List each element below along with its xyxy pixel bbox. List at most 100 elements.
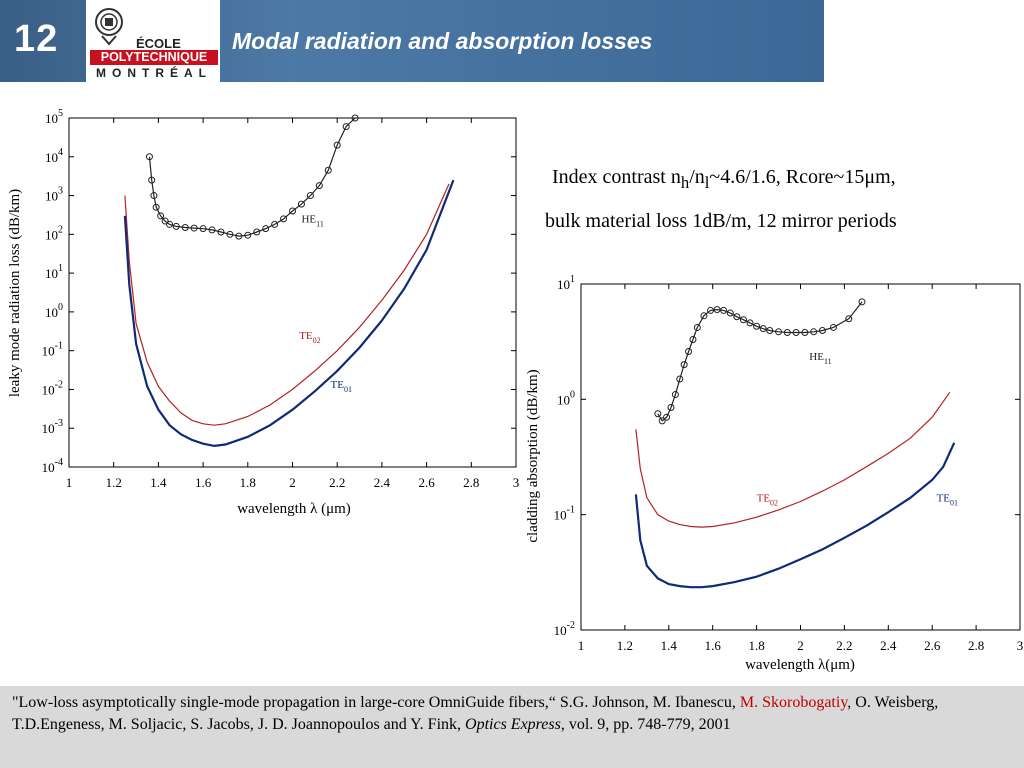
data-point-he11 [152,203,160,211]
x-tick-label: 2.6 [418,475,435,490]
series-line-te01 [634,442,956,589]
citation-part-3: , vol. 9, pp. 748-779, 2001 [560,716,731,733]
index-contrast-text: Index contrast nh/nl~4.6/1.6, Rcore~15μm… [552,166,896,193]
y-tick-label: 102 [45,224,63,242]
series-layer [123,114,455,448]
info-text-c: ~4.6/1.6, Rcore~15 [709,166,865,188]
data-point-he11 [766,327,774,335]
data-point-he11 [244,231,252,239]
citation-journal: Optics Express [465,716,561,733]
logo-line-montreal: MONTRÉAL [96,66,212,80]
x-tick-label: 1.6 [705,638,722,653]
data-point-he11 [685,347,693,355]
plot-frame [580,283,1021,631]
plot-frame [68,117,517,468]
info-sub-l: l [704,173,710,192]
data-point-he11 [333,141,341,149]
y-axis-label: leaky mode radiation loss (dB/km) [7,189,23,397]
data-point-he11 [315,182,323,190]
data-point-he11 [351,114,359,122]
x-tick-label: 2.8 [968,638,984,653]
x-tick-label: 2 [797,638,804,653]
data-point-he11 [746,319,754,327]
x-tick-label: 2.4 [374,475,391,490]
y-tick-label: 10-2 [554,620,575,638]
school-logo: ÉCOLE POLYTECHNIQUE MONTRÉAL [86,0,220,82]
x-tick-label: 2.6 [924,638,941,653]
data-point-he11 [739,316,747,324]
data-point-he11 [658,417,666,425]
data-point-he11 [190,224,198,232]
data-point-he11 [145,153,153,161]
y-tick-label: 101 [45,263,63,281]
data-point-he11 [166,220,174,228]
info-text-b: /n [689,166,705,188]
x-axis-label: wavelength λ (μm) [237,501,351,517]
x-tick-label: 1 [578,638,585,653]
data-point-he11 [700,312,708,320]
x-tick-label: 3 [1017,638,1024,653]
citation-text: "Low-loss asymptotically single-mode pro… [12,692,1012,736]
data-point-he11 [306,192,314,200]
data-point-he11 [726,309,734,317]
slide-header: 12 ÉCOLE POLYTECHNIQUE MONTRÉAL Modal ra… [0,0,824,82]
y-axis-label: cladding absorption (dB/km) [525,369,541,542]
y-tick-label: 10-2 [42,379,63,397]
data-point-he11 [324,166,332,174]
x-axis-ticks: 1 1.2 1.4 1.6 1.8 2 2.2 2.4 2.6 2.8 3 [66,118,520,490]
data-point-he11 [775,328,783,336]
data-point-he11 [858,298,866,306]
y-tick-label: 101 [557,274,575,292]
series-layer [634,298,956,589]
data-point-he11 [810,328,818,336]
data-point-he11 [792,328,800,336]
data-point-he11 [667,403,675,411]
info-text-a: Index contrast n [552,166,681,188]
y-tick-label: 104 [45,147,63,165]
data-point-he11 [663,413,671,421]
citation-footer: "Low-loss asymptotically single-mode pro… [0,686,1024,768]
data-point-he11 [172,222,180,230]
data-point-he11 [235,232,243,240]
slide-title: Modal radiation and absorption losses [232,28,653,54]
x-tick-label: 1.2 [106,475,122,490]
series-line-te02 [635,391,951,528]
x-tick-label: 2.4 [880,638,897,653]
x-tick-label: 1.4 [661,638,678,653]
info-mu: μ [864,166,876,188]
data-point-he11 [759,325,767,333]
data-point-he11 [148,176,156,184]
data-point-he11 [217,228,225,236]
citation-part-2: , O. Weisberg, T.D.Engeness, M. Soljacic… [12,694,939,733]
data-point-he11 [342,123,350,131]
cladding-absorption-chart: 10-2 10-1 100 101 1 1.2 1.4 1.6 1.8 2 2.2 2.4 2.6 2.… [525,274,1024,673]
x-tick-label: 3 [513,475,520,490]
x-tick-label: 1.6 [195,475,212,490]
data-point-he11 [671,391,679,399]
info-text-d: m, [875,166,896,188]
x-tick-label: 2.2 [836,638,852,653]
data-point-he11 [783,328,791,336]
x-tick-label: 1.2 [617,638,633,653]
slide-number: 12 [14,18,59,60]
data-point-he11 [161,217,169,225]
y-tick-label: 100 [557,389,575,407]
x-axis-ticks: 1 1.2 1.4 1.6 1.8 2 2.2 2.4 2.6 2.8 3 [578,284,1024,653]
data-point-he11 [829,323,837,331]
y-tick-label: 10-4 [42,457,63,475]
data-point-he11 [680,361,688,369]
x-tick-label: 1 [66,475,73,490]
y-tick-label: 10-1 [554,505,575,523]
y-tick-label: 103 [45,186,63,204]
data-point-he11 [181,224,189,232]
data-point-he11 [271,220,279,228]
data-point-he11 [733,313,741,321]
logo-line-ecole: ÉCOLE [136,36,181,51]
data-point-he11 [157,212,165,220]
x-tick-label: 1.8 [748,638,764,653]
x-tick-label: 2 [289,475,296,490]
x-axis-label: wavelength λ(μm) [745,657,855,673]
data-point-he11 [689,336,697,344]
data-point-he11 [253,228,261,236]
y-tick-label: 10-1 [42,341,63,359]
